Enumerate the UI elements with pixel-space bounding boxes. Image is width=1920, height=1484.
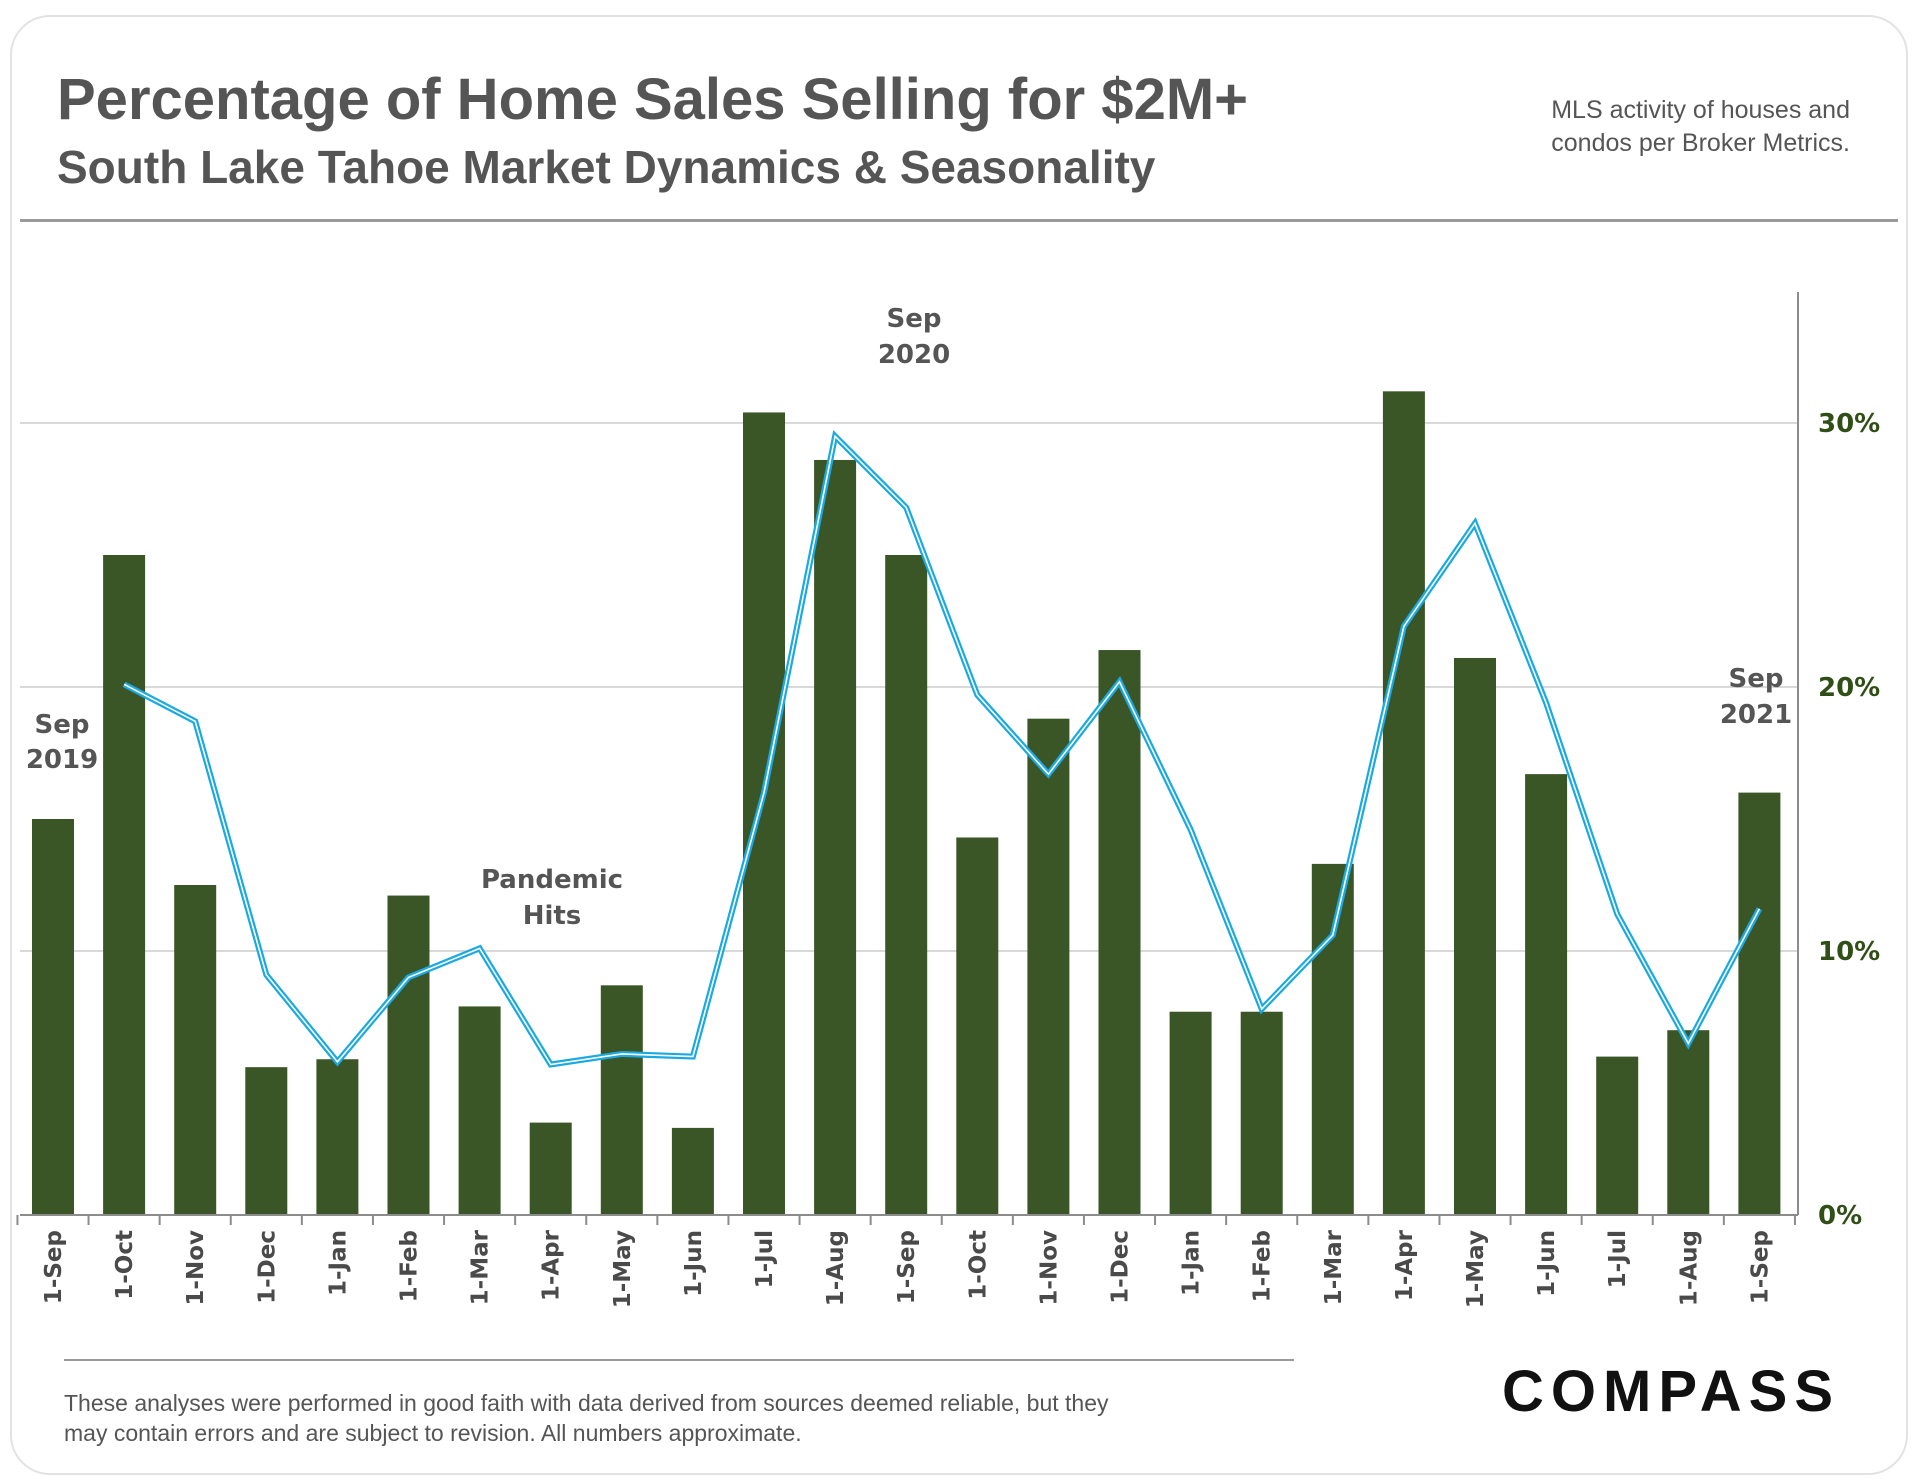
bar bbox=[103, 555, 146, 1215]
x-tick-label: 1-Feb bbox=[1250, 1230, 1276, 1302]
bar bbox=[1454, 657, 1496, 1215]
trend-line-inner bbox=[123, 434, 1761, 1066]
disclaimer-line-1: These analyses were performed in good fa… bbox=[64, 1390, 1109, 1416]
x-tick-label: 1-Nov bbox=[1036, 1230, 1062, 1306]
axes bbox=[16, 292, 1799, 1225]
x-tick-label: 1-Jun bbox=[1534, 1230, 1560, 1297]
footer-divider bbox=[64, 1359, 1294, 1361]
bar bbox=[529, 1122, 572, 1215]
bar bbox=[1027, 718, 1070, 1215]
bar bbox=[1382, 391, 1425, 1215]
bars bbox=[32, 391, 1781, 1216]
chart-subtitle: South Lake Tahoe Market Dynamics & Seaso… bbox=[57, 141, 1156, 193]
bar bbox=[174, 885, 217, 1215]
x-tick-label: 1-Oct bbox=[965, 1230, 991, 1300]
bar bbox=[1169, 1011, 1212, 1215]
bar bbox=[671, 1127, 714, 1215]
bar bbox=[600, 985, 643, 1215]
trend-line-outer bbox=[122, 430, 1763, 1068]
x-tick-label: 1-Jan bbox=[1179, 1230, 1205, 1296]
x-tick-label: 1-Jan bbox=[325, 1230, 351, 1296]
bar bbox=[316, 1059, 359, 1215]
bar bbox=[458, 1006, 501, 1215]
bar bbox=[1667, 1030, 1710, 1215]
disclaimer: These analyses were performed in good fa… bbox=[64, 1388, 1109, 1448]
y-tick-label: 30% bbox=[1818, 409, 1880, 439]
bar bbox=[387, 895, 430, 1215]
bar bbox=[743, 412, 785, 1215]
tick-labels: 0% 10% 20% 30% 1-Sep 1-Oct 1-Nov 1-Dec 1-Jan 1-Fe… bbox=[41, 409, 1880, 1308]
annotation-line-2: 2019 bbox=[26, 745, 98, 775]
x-tick-label: 1-Aug bbox=[1676, 1230, 1702, 1306]
annotations: Sep 2019 Pandemic Hits Sep 2020 Sep 2021 bbox=[26, 304, 1792, 931]
x-tick-label: 1-Dec bbox=[1108, 1230, 1134, 1304]
header-divider bbox=[20, 219, 1898, 222]
y-tick-label: 0% bbox=[1818, 1201, 1862, 1231]
bar bbox=[956, 837, 999, 1215]
y-tick-label: 10% bbox=[1818, 937, 1880, 967]
source-note-line-1: MLS activity of houses and bbox=[1551, 96, 1850, 124]
x-tick-label: 1-May bbox=[1463, 1230, 1489, 1308]
bar bbox=[1098, 650, 1141, 1215]
trend-line bbox=[122, 430, 1763, 1068]
x-tick-label: 1-Mar bbox=[468, 1229, 494, 1305]
bar bbox=[245, 1067, 288, 1215]
chart-card bbox=[10, 15, 1908, 1475]
bar bbox=[1240, 1011, 1283, 1215]
bar bbox=[32, 819, 74, 1215]
x-tick-label: 1-May bbox=[610, 1230, 636, 1308]
x-tick-label: 1-Apr bbox=[539, 1229, 565, 1301]
bar bbox=[814, 459, 857, 1216]
bar bbox=[1738, 792, 1781, 1215]
annotation-line-1: Pandemic bbox=[481, 865, 623, 895]
x-tick-label: 1-Jul bbox=[1605, 1230, 1631, 1288]
x-tick-label: 1-Jun bbox=[681, 1230, 707, 1297]
x-tick-label: 1-Mar bbox=[1321, 1229, 1347, 1305]
x-tick-label: 1-Aug bbox=[823, 1230, 849, 1306]
disclaimer-line-2: may contain errors and are subject to re… bbox=[64, 1420, 802, 1446]
chart-plot: 0% 10% 20% 30% 1-Sep 1-Oct 1-Nov 1-Dec 1-Jan 1-Fe… bbox=[16, 292, 1880, 1308]
x-tick-label: 1-Dec bbox=[254, 1230, 280, 1304]
annotation-line-1: Sep bbox=[1729, 664, 1784, 694]
annotation-line-2: Hits bbox=[523, 901, 582, 931]
annotation-line-1: Sep bbox=[887, 304, 942, 334]
bar bbox=[1525, 774, 1568, 1215]
x-tick-label: 1-Feb bbox=[397, 1230, 423, 1302]
compass-logo: COMPASS bbox=[1502, 1359, 1840, 1424]
x-tick-label: 1-Oct bbox=[112, 1230, 138, 1300]
y-tick-label: 20% bbox=[1818, 673, 1880, 703]
x-tick-label: 1-Apr bbox=[1392, 1229, 1418, 1301]
bar bbox=[1311, 863, 1354, 1215]
bar bbox=[1596, 1056, 1639, 1215]
bar bbox=[885, 555, 928, 1215]
annotation-line-1: Sep bbox=[35, 710, 90, 740]
x-tick-label: 1-Jul bbox=[752, 1230, 778, 1288]
annotation-line-2: 2021 bbox=[1720, 700, 1792, 730]
x-tick-label: 1-Sep bbox=[1747, 1230, 1773, 1304]
x-tick-label: 1-Sep bbox=[894, 1230, 920, 1304]
annotation-line-2: 2020 bbox=[878, 340, 950, 370]
x-tick-label: 1-Sep bbox=[41, 1230, 67, 1304]
source-note-line-2: condos per Broker Metrics. bbox=[1551, 129, 1850, 157]
source-note: MLS activity of houses and condos per Br… bbox=[1450, 94, 1850, 160]
chart-title: Percentage of Home Sales Selling for $2M… bbox=[57, 67, 1249, 132]
x-tick-label: 1-Nov bbox=[183, 1230, 209, 1306]
